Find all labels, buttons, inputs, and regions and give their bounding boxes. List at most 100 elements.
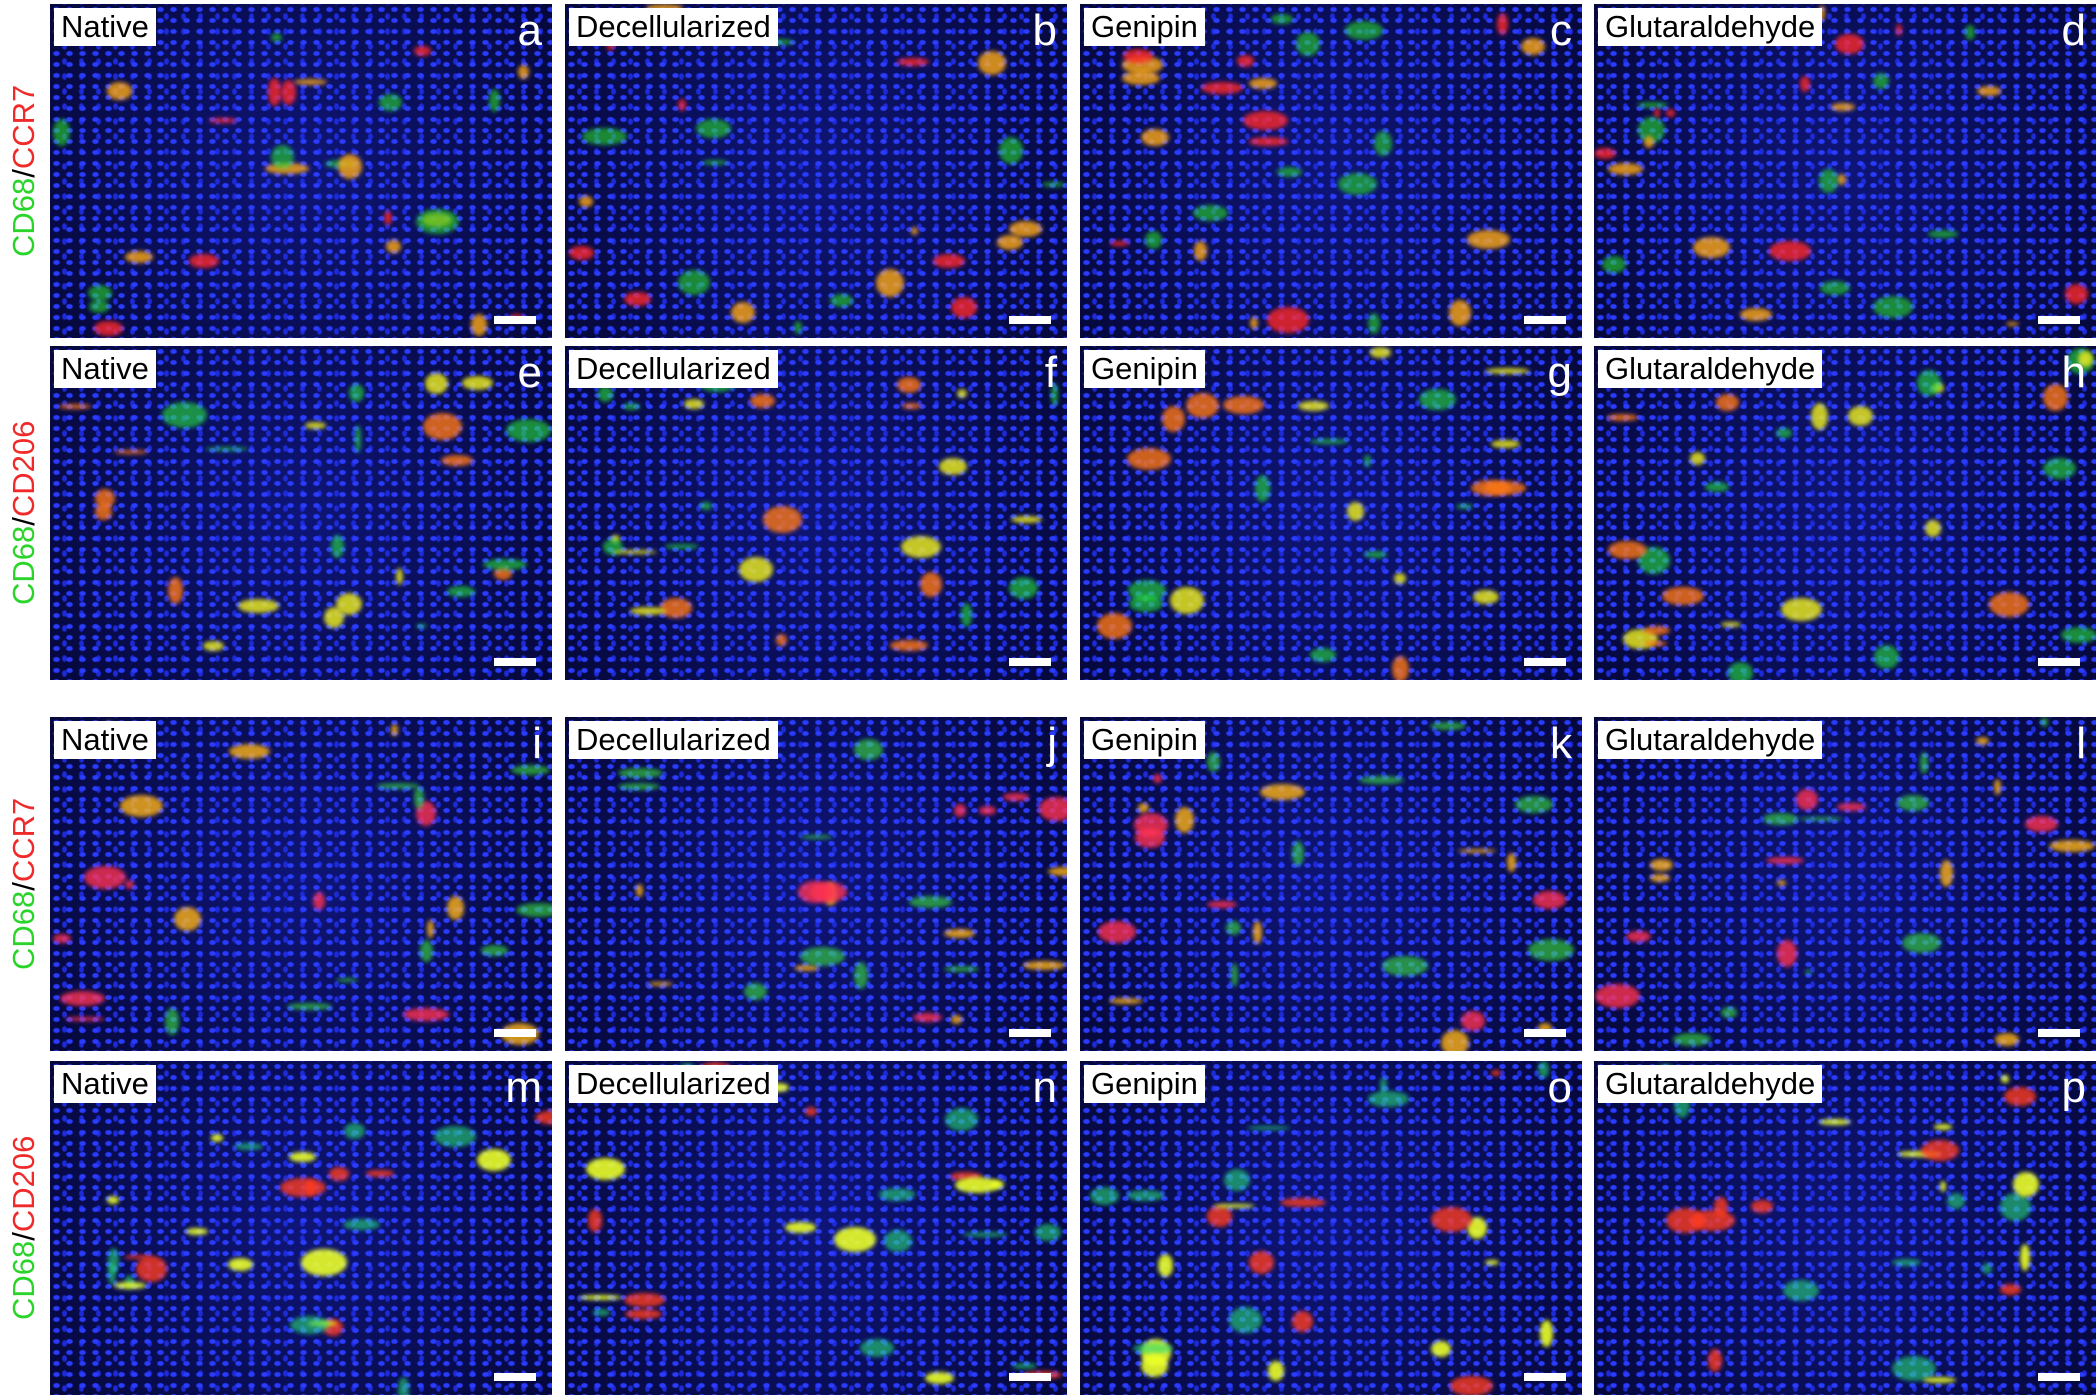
- stain-spot: [2012, 1172, 2040, 1197]
- stain-spot: [210, 1133, 224, 1142]
- stain-spot: [518, 64, 530, 80]
- stain-spot: [106, 82, 133, 100]
- stain-spot: [1777, 880, 1786, 886]
- stain-spot: [1925, 519, 1942, 537]
- stain-spot: [1368, 312, 1380, 335]
- stain-spot: [167, 577, 184, 604]
- stain-spot: [1939, 860, 1954, 887]
- micrograph: Native a: [50, 4, 552, 338]
- stain-spot: [365, 1170, 394, 1177]
- stain-spot: [645, 4, 684, 12]
- stain-spot: [1022, 961, 1065, 970]
- micrograph: Decellularized n: [565, 1061, 1067, 1395]
- stain-spot: [343, 1122, 365, 1140]
- stain-spot: [683, 399, 705, 410]
- stain-spot: [1690, 1209, 1735, 1231]
- stain-spot: [1607, 540, 1647, 560]
- stain-spot: [611, 549, 658, 554]
- stain-separator: /: [6, 1232, 41, 1241]
- panel-letter: p: [2061, 1063, 2086, 1112]
- stain-spot: [1237, 54, 1255, 68]
- stain-spot: [1009, 576, 1039, 599]
- stain-spot: [415, 624, 428, 629]
- scale-bar: [1009, 1373, 1051, 1381]
- micrograph: Genipin c: [1080, 4, 1582, 338]
- stain-spot: [58, 404, 92, 409]
- stain-spot: [2040, 717, 2048, 727]
- stain-spot: [1594, 983, 1640, 1009]
- stain-spot: [809, 881, 847, 902]
- scale-bar: [2038, 1029, 2080, 1037]
- stain-green: CD68: [6, 1240, 41, 1321]
- stain-spot: [1225, 921, 1242, 936]
- stain-spot: [53, 934, 72, 944]
- stain-spot: [1382, 956, 1428, 977]
- stain-spot: [1440, 1029, 1469, 1051]
- stain-spot: [379, 93, 402, 112]
- stain-spot: [1538, 1061, 1549, 1078]
- stain-spot: [125, 251, 154, 264]
- scale-bar: [2038, 316, 2080, 324]
- stain-spot: [234, 1143, 264, 1151]
- stain-spot: [730, 301, 755, 324]
- stain-spot: [920, 571, 943, 597]
- stain-spot: [1279, 1197, 1326, 1208]
- stain-spot: [305, 1180, 316, 1195]
- stain-spot: [2006, 322, 2020, 327]
- stain-spot: [908, 896, 953, 909]
- stain-spot: [162, 402, 207, 428]
- stain-spot: [173, 906, 202, 931]
- stain-spot: [516, 903, 552, 918]
- stain-spot: [419, 939, 433, 963]
- stain-spot: [624, 1293, 666, 1308]
- stain-spot: [1368, 1091, 1410, 1107]
- stain-spot: [1795, 789, 1819, 811]
- micrograph: Decellularized f: [565, 346, 1067, 680]
- stain-spot: [416, 208, 460, 234]
- panel-letter: k: [1550, 719, 1572, 768]
- stain-spot: [2061, 627, 2096, 644]
- stain-spot: [1819, 1118, 1851, 1125]
- stain-spot: [1672, 1033, 1712, 1046]
- stain-spot: [1009, 220, 1042, 237]
- stain-spot: [1035, 1223, 1062, 1242]
- stain-spot: [738, 556, 774, 582]
- stain-spot: [1108, 998, 1144, 1005]
- scale-bar: [494, 316, 536, 324]
- stain-spot: [793, 320, 802, 334]
- stain-spot: [1666, 109, 1676, 117]
- stain-spot: [1229, 1306, 1263, 1334]
- stain-spot: [962, 1232, 1008, 1237]
- stain-spot: [165, 1007, 179, 1035]
- stain-spot: [1830, 102, 1856, 111]
- stain-spot: [1847, 405, 1873, 426]
- stain-spot: [1144, 230, 1162, 249]
- stain-spot: [1141, 1354, 1168, 1377]
- stain-spot: [1514, 796, 1553, 814]
- stain-spot: [59, 990, 105, 1006]
- stain-spot: [511, 765, 550, 776]
- stain-separator: /: [6, 882, 41, 891]
- stain-spot: [1271, 14, 1294, 24]
- stain-spot: [1097, 921, 1136, 944]
- stain-spot: [1246, 1125, 1290, 1131]
- stain-spot: [1507, 852, 1517, 872]
- stain-spot: [1521, 37, 1546, 55]
- stain-spot: [1650, 873, 1670, 883]
- panel-letter: e: [517, 348, 542, 397]
- micrograph: Native i: [50, 717, 552, 1051]
- stain-spot: [1819, 281, 1851, 296]
- stain-spot: [2025, 815, 2058, 832]
- stain-spot: [476, 1148, 511, 1172]
- panel-label: Genipin: [1084, 1065, 1205, 1103]
- stain-separator: /: [6, 169, 41, 178]
- stain-spot: [597, 385, 614, 402]
- stain-spot: [912, 1013, 942, 1022]
- stain-spot: [677, 98, 687, 112]
- stain-spot: [1892, 1259, 1921, 1267]
- stain-spot: [304, 422, 326, 429]
- stain-spot: [2049, 839, 2095, 852]
- stain-spot: [330, 534, 344, 558]
- stain-spot: [300, 1249, 347, 1276]
- stain-spot: [83, 865, 126, 890]
